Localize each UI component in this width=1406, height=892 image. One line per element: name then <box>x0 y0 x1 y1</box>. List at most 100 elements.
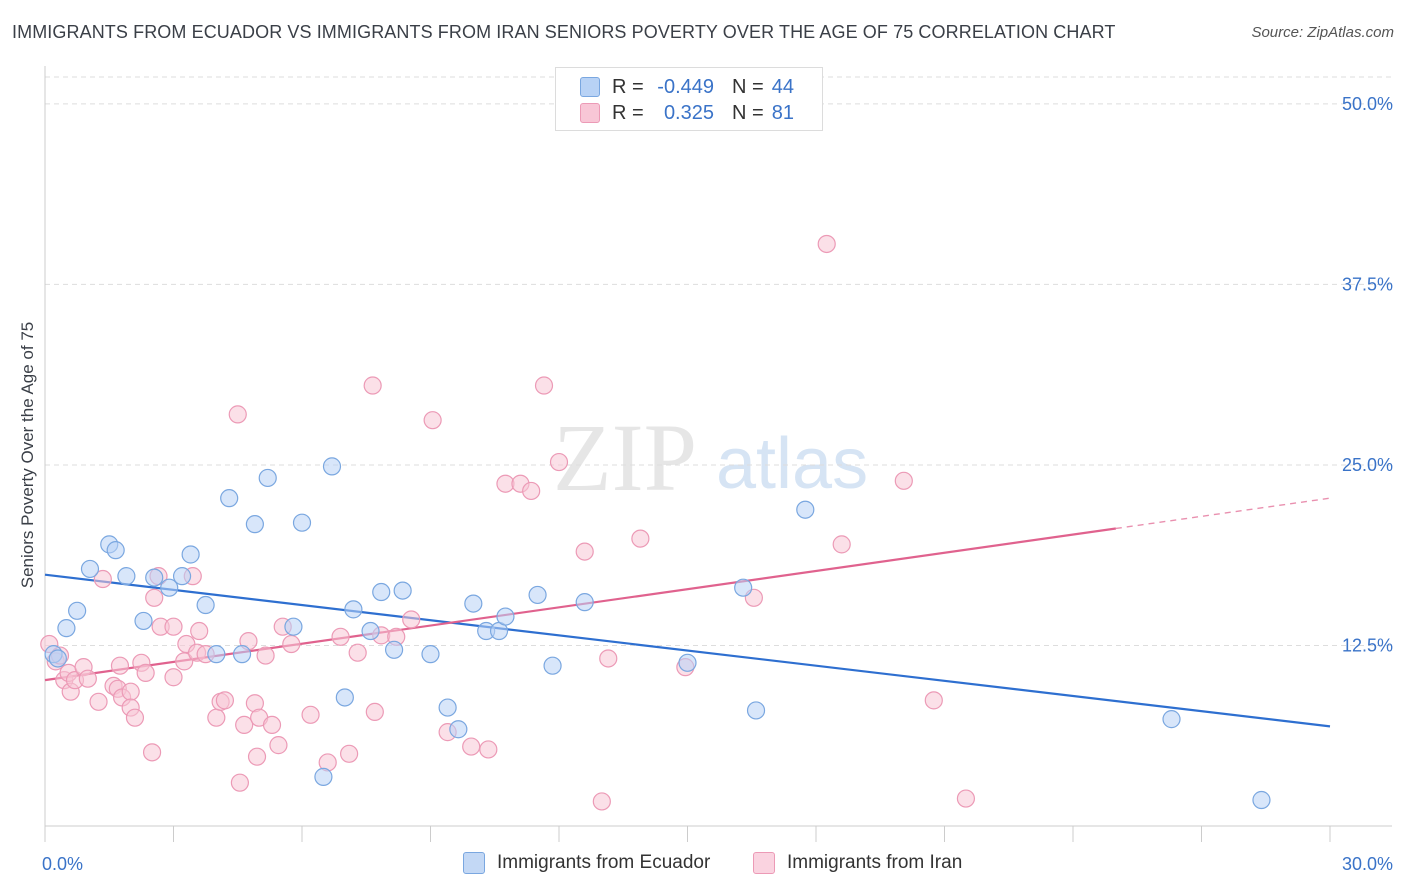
point-iran-42 <box>256 646 275 665</box>
point-iran-53 <box>365 702 384 722</box>
trend-lines <box>44 497 1331 728</box>
trend-line-ecuador <box>44 573 1331 728</box>
point-iran-21 <box>145 588 164 607</box>
point-ecuador-9 <box>145 568 164 587</box>
axes <box>44 66 1392 842</box>
point-ecuador-23 <box>335 688 354 707</box>
tick-labels: 12.5% 25.0% 37.5% 50.0% 0.0% 30.0% <box>42 94 1393 874</box>
point-iran-35 <box>228 405 247 424</box>
point-iran-9 <box>89 692 108 711</box>
point-iran-68 <box>599 649 618 668</box>
point-ecuador-8 <box>134 611 153 631</box>
x-tick-label-end: 30.0% <box>1342 854 1393 874</box>
point-iran-76 <box>956 789 976 808</box>
point-iran-57 <box>423 411 442 430</box>
point-ecuador-25 <box>361 621 380 641</box>
point-ecuador-19 <box>284 617 303 636</box>
point-iran-49 <box>331 627 350 646</box>
point-ecuador-31 <box>449 720 468 739</box>
point-ecuador-27 <box>384 640 404 659</box>
watermark-atlas: atlas <box>716 424 868 504</box>
point-ecuador-37 <box>543 656 562 675</box>
point-iran-52 <box>363 376 382 395</box>
legend-row-ecuador: R = -0.449 N = 44 <box>580 75 794 99</box>
chart-source: Source: ZipAtlas.com <box>1251 24 1394 41</box>
iran-legend-swatch <box>753 852 775 874</box>
point-ecuador-26 <box>372 582 391 602</box>
point-ecuador-14 <box>207 645 226 664</box>
point-iran-64 <box>534 376 554 395</box>
point-ecuador-12 <box>181 545 200 564</box>
y-tick-label-2: 37.5% <box>1342 274 1393 294</box>
point-ecuador-41 <box>746 701 766 720</box>
point-ecuador-2 <box>57 619 76 638</box>
point-ecuador-30 <box>438 698 457 717</box>
n-label: N = <box>732 101 764 124</box>
watermark: ZIP atlas <box>553 404 868 511</box>
point-ecuador-40 <box>734 578 753 597</box>
ecuador-swatch <box>580 77 600 97</box>
r-value: -0.449 <box>657 75 714 98</box>
point-ecuador-35 <box>496 607 515 626</box>
point-iran-25 <box>164 668 183 687</box>
stats-legend: R = -0.449 N = 44 R = 0.325 N = 81 <box>555 67 823 131</box>
point-iran-65 <box>549 452 569 472</box>
point-ecuador-11 <box>172 567 192 586</box>
point-ecuador-10 <box>160 578 179 597</box>
point-ecuador-15 <box>220 489 239 508</box>
point-ecuador-18 <box>258 468 277 488</box>
point-iran-50 <box>340 744 359 763</box>
point-ecuador-24 <box>344 600 363 619</box>
point-ecuador-36 <box>528 585 547 605</box>
point-iran-47 <box>301 705 320 724</box>
point-iran-34 <box>215 691 234 710</box>
point-iran-56 <box>402 610 421 629</box>
point-ecuador-22 <box>322 457 342 476</box>
point-ecuador-13 <box>196 595 215 615</box>
iran-swatch <box>580 103 600 123</box>
series-legend: Immigrants from Ecuador Immigrants from … <box>0 852 1406 878</box>
legend-row-iran: R = 0.325 N = 81 <box>580 101 794 125</box>
point-iran-59 <box>462 737 481 756</box>
point-iran-13 <box>110 656 130 675</box>
point-iran-40 <box>247 747 267 766</box>
point-iran-63 <box>522 481 541 501</box>
x-tick-label-start: 0.0% <box>42 854 83 874</box>
y-tick-label-0: 12.5% <box>1342 635 1393 655</box>
point-ecuador-7 <box>117 567 136 586</box>
n-value: 44 <box>771 75 794 98</box>
point-iran-37 <box>235 715 254 735</box>
point-iran-60 <box>479 740 498 759</box>
point-iran-75 <box>924 691 943 710</box>
point-iran-44 <box>269 736 288 755</box>
point-iran-36 <box>230 773 249 792</box>
point-ecuador-39 <box>678 653 697 672</box>
point-ecuador-28 <box>393 581 412 600</box>
point-ecuador-38 <box>575 593 594 612</box>
trend-line-iran-extension <box>1115 497 1331 530</box>
n-value: 81 <box>771 101 794 124</box>
point-iran-19 <box>136 663 155 683</box>
y-tick-label-1: 25.0% <box>1342 455 1393 475</box>
point-ecuador-42 <box>796 500 815 519</box>
point-iran-24 <box>164 617 183 636</box>
point-iran-30 <box>190 621 209 641</box>
point-ecuador-44 <box>1252 790 1271 810</box>
point-iran-20 <box>142 743 162 762</box>
chart-title: IMMIGRANTS FROM ECUADOR VS IMMIGRANTS FR… <box>12 22 1116 42</box>
point-iran-46 <box>282 634 301 654</box>
point-ecuador-43 <box>1162 710 1181 729</box>
legend-label-iran: Immigrants from Iran <box>787 852 963 873</box>
legend-label-ecuador: Immigrants from Ecuador <box>497 852 711 873</box>
legend-item-ecuador: Immigrants from Ecuador <box>463 852 710 874</box>
point-iran-67 <box>592 792 611 811</box>
point-ecuador-21 <box>314 767 333 786</box>
point-ecuador-16 <box>232 645 252 664</box>
ecuador-legend-swatch <box>463 852 485 874</box>
gridlines <box>45 76 1392 646</box>
y-tick-label-3: 50.0% <box>1342 94 1393 114</box>
point-iran-32 <box>207 708 226 727</box>
point-iran-15 <box>121 682 140 701</box>
point-iran-72 <box>817 234 836 254</box>
legend-item-iran: Immigrants from Iran <box>753 852 962 874</box>
